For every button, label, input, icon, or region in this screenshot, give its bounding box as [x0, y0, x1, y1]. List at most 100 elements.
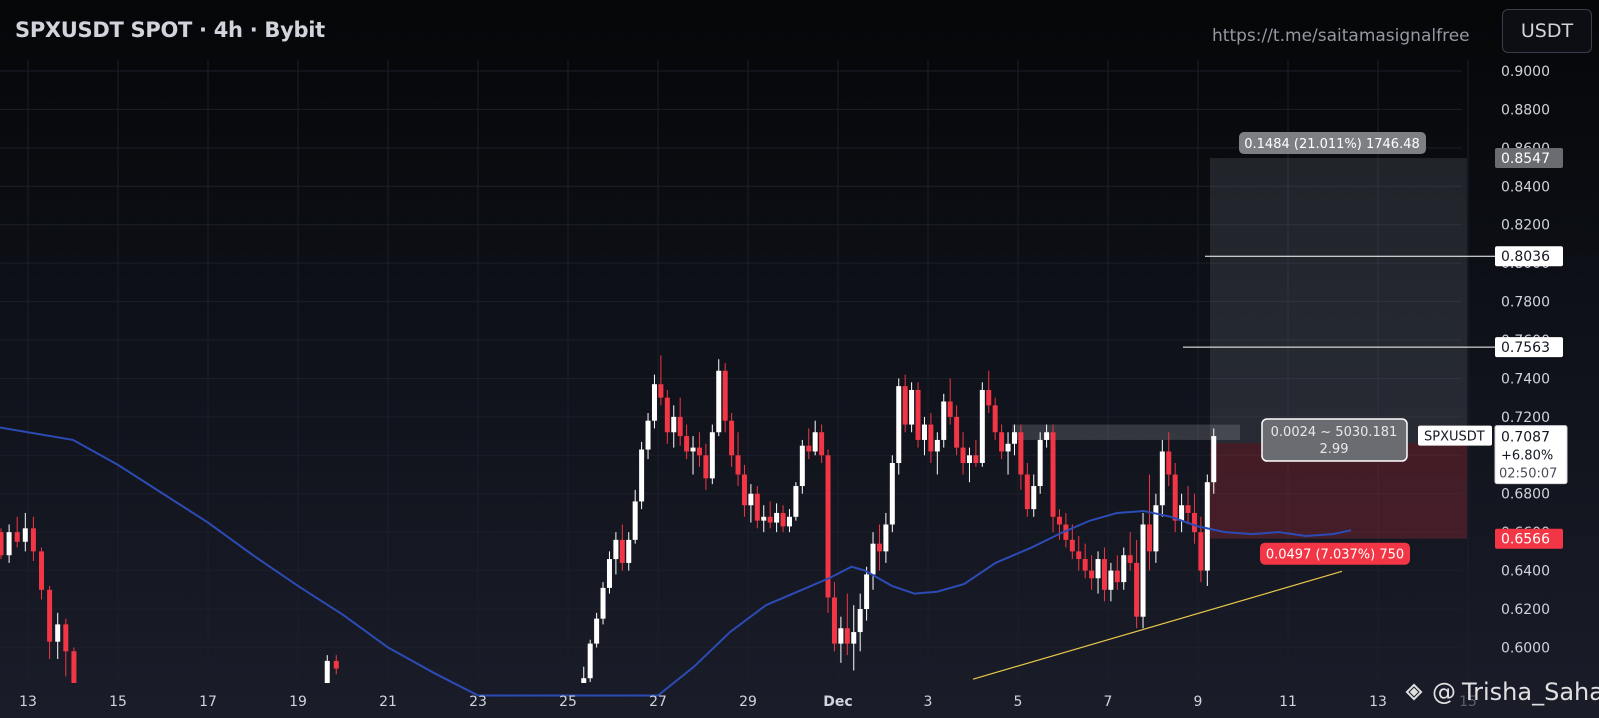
candle [684, 436, 690, 452]
stop-label: 0.0497 (7.037%) 750 [1266, 548, 1404, 563]
candle [1211, 436, 1217, 483]
candle [1069, 539, 1075, 552]
x-tick-label: 23 [469, 694, 487, 710]
price-label: 0.7563 [1501, 340, 1550, 356]
candle [690, 447, 696, 452]
y-tick-label: 0.6800 [1501, 487, 1550, 503]
candle [966, 455, 972, 463]
candle [825, 455, 831, 598]
candle [889, 462, 895, 525]
candle [864, 574, 870, 610]
candle-countdown: 02:50:07 [1499, 467, 1557, 482]
candle [1114, 570, 1120, 583]
candle [709, 432, 715, 479]
candle [928, 424, 934, 452]
candle [0, 532, 4, 556]
candle [851, 632, 857, 644]
x-tick-label: 3 [924, 694, 933, 710]
candle [600, 587, 606, 619]
candle [1108, 570, 1114, 590]
candle [754, 493, 760, 521]
x-tick-label: 11 [1279, 694, 1297, 710]
candle [639, 449, 645, 502]
candle [1204, 482, 1210, 571]
x-tick-label: 13 [19, 694, 37, 710]
candle [71, 651, 77, 683]
candle [799, 445, 805, 487]
candle [581, 678, 587, 683]
watermark-at: @ [1432, 678, 1456, 706]
candle [63, 624, 69, 652]
candle [703, 455, 709, 479]
candle [1127, 555, 1133, 563]
candle [1056, 516, 1062, 525]
candle [1172, 474, 1178, 521]
candle [909, 389, 915, 425]
y-tick-label: 0.6000 [1501, 640, 1550, 656]
candle [722, 370, 728, 421]
candle [39, 551, 44, 590]
symbol-label: SPXUSDT [1424, 430, 1485, 445]
x-tick-label: Dec [823, 694, 852, 710]
candle [1076, 551, 1082, 560]
symbol-label-box [1418, 425, 1492, 446]
candle [921, 424, 927, 440]
candle [1018, 432, 1024, 475]
candle [954, 416, 960, 448]
candle [1198, 532, 1204, 571]
candle [606, 559, 612, 588]
y-tick-label: 0.8200 [1501, 218, 1550, 234]
candle [729, 420, 735, 456]
candle [819, 432, 825, 456]
x-tick-label: 13 [1369, 694, 1387, 710]
x-tick-label: 25 [559, 694, 577, 710]
x-tick-label: 7 [1104, 694, 1113, 710]
y-tick-label: 0.8400 [1501, 179, 1550, 195]
position-info-box [1261, 418, 1408, 462]
candle [594, 618, 600, 644]
position-info-line1: 0.0024 ~ 5030.181 [1271, 425, 1398, 440]
candle [999, 432, 1005, 452]
x-tick-label: 9 [1194, 694, 1203, 710]
candle [1082, 559, 1088, 571]
currency-button[interactable]: USDT [1502, 9, 1592, 53]
candle [1140, 524, 1146, 617]
candle [748, 493, 754, 506]
candle [55, 624, 61, 642]
candle [915, 389, 921, 440]
candle [979, 389, 985, 463]
candle [1146, 524, 1152, 552]
candle [876, 543, 882, 552]
price-label-box [1495, 148, 1563, 169]
candle [774, 512, 780, 523]
candle [1005, 443, 1011, 452]
candle [658, 384, 664, 398]
candle [1191, 512, 1197, 533]
entry-band [1012, 424, 1240, 440]
telegram-link[interactable]: https://t.me/saitamasignalfree [1212, 26, 1470, 46]
target-label: 0.1484 (21.011%) 1746.48 [1244, 137, 1420, 152]
candle [30, 528, 36, 552]
position-target-zone [1210, 158, 1467, 444]
current-price-change: +6.80% [1501, 449, 1553, 464]
x-tick-label: 19 [289, 694, 307, 710]
x-tick-label: 27 [649, 694, 667, 710]
candle [941, 401, 947, 440]
candle [902, 386, 908, 425]
candle [1159, 451, 1165, 506]
candle [973, 455, 979, 463]
watermark-handle: Trisha_Saha [1462, 678, 1599, 706]
candle [992, 405, 998, 433]
candle [696, 447, 702, 456]
y-tick-label: 0.9000 [1501, 64, 1550, 80]
candle [613, 539, 619, 560]
candle [1185, 505, 1191, 513]
candle [1063, 524, 1069, 540]
candle [1101, 559, 1107, 590]
trendline[interactable] [972, 570, 1343, 680]
candle [857, 609, 863, 633]
x-tick-label: 15 [1459, 694, 1477, 710]
chart-title: SPXUSDT SPOT · 4h · Bybit [15, 18, 325, 42]
candle [587, 643, 593, 679]
